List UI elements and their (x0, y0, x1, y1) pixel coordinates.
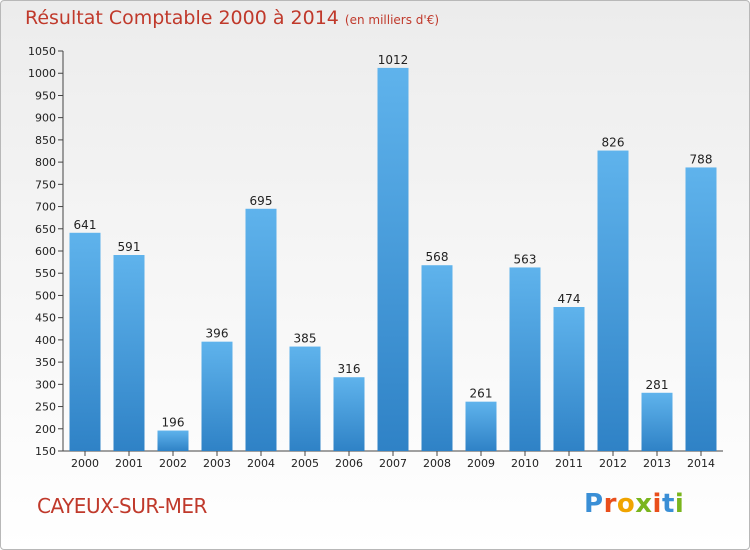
y-tick-label: 900 (35, 112, 56, 125)
logo-letter: r (603, 489, 617, 519)
y-tick-label: 350 (35, 356, 56, 369)
y-tick-label: 450 (35, 312, 56, 325)
logo-letter: o (616, 489, 636, 519)
y-tick-label: 200 (35, 423, 56, 436)
bar (465, 401, 497, 451)
y-tick-label: 1050 (28, 45, 56, 58)
chart-title-text: Résultat Comptable 2000 à 2014 (25, 7, 339, 29)
bar (245, 208, 277, 451)
bar-value-label: 641 (74, 218, 97, 232)
x-tick-label: 2014 (687, 457, 715, 470)
x-tick-label: 2002 (159, 457, 187, 470)
x-tick-label: 2001 (115, 457, 143, 470)
bar-value-label: 826 (602, 136, 625, 150)
y-tick-label: 750 (35, 178, 56, 191)
y-tick-label: 850 (35, 134, 56, 147)
chart-subtitle: (en milliers d'€) (344, 13, 440, 27)
x-tick-label: 2010 (511, 457, 539, 470)
logo-letter: P (584, 489, 604, 519)
chart-labels: 2000 641 2001 591 2002 196 2003 396 2004 695 2005 3… (71, 53, 715, 470)
x-tick-label: 2012 (599, 457, 627, 470)
bar (421, 265, 453, 451)
y-tick-label: 550 (35, 267, 56, 280)
y-tick-label: 950 (35, 89, 56, 102)
bar (289, 346, 321, 451)
y-tick-label: 600 (35, 245, 56, 258)
x-tick-label: 2005 (291, 457, 319, 470)
y-tick-label: 500 (35, 289, 56, 302)
bar (685, 167, 717, 451)
chart-title: Résultat Comptable 2000 à 2014 (en millie… (25, 7, 439, 29)
x-tick-label: 2003 (203, 457, 231, 470)
bar (553, 307, 585, 451)
y-tick-label: 700 (35, 201, 56, 214)
bar (69, 232, 101, 451)
bar (641, 392, 673, 451)
bar-value-label: 568 (426, 250, 449, 264)
y-tick-label: 250 (35, 401, 56, 414)
bar-value-label: 695 (250, 194, 273, 208)
x-tick-label: 2004 (247, 457, 275, 470)
logo-letter: i (674, 489, 685, 519)
bar-value-label: 385 (294, 332, 317, 346)
x-tick-label: 2009 (467, 457, 495, 470)
bar-value-label: 261 (470, 387, 493, 401)
bar-value-label: 396 (206, 327, 229, 341)
y-tick-label: 400 (35, 334, 56, 347)
bar-value-label: 591 (118, 240, 141, 254)
city-name: CAYEUX-SUR-MER (37, 494, 207, 518)
y-tick-label: 650 (35, 223, 56, 236)
x-tick-label: 2006 (335, 457, 363, 470)
bar-value-label: 196 (162, 416, 185, 430)
bar (157, 430, 189, 451)
bar-value-label: 316 (338, 362, 361, 376)
x-tick-label: 2008 (423, 457, 451, 470)
bar (509, 267, 541, 451)
logo-letter: i (652, 489, 662, 519)
y-tick-label: 150 (35, 445, 56, 458)
logo-letter: x (635, 489, 653, 519)
bar (201, 341, 233, 451)
chart-bars (69, 67, 717, 452)
bar-value-label: 563 (514, 252, 537, 266)
x-tick-label: 2011 (555, 457, 583, 470)
bar (597, 150, 629, 452)
bar-value-label: 474 (558, 292, 581, 306)
x-tick-label: 2000 (71, 457, 99, 470)
y-tick-label: 800 (35, 156, 56, 169)
bar (333, 377, 365, 451)
y-tick-label: 1000 (28, 67, 56, 80)
y-tick-label: 300 (35, 378, 56, 391)
x-tick-label: 2013 (643, 457, 671, 470)
bar-value-label: 281 (646, 378, 669, 392)
bar-value-label: 1012 (378, 53, 409, 67)
logo-letter: t (661, 489, 675, 519)
bar (113, 255, 145, 451)
bar-value-label: 788 (690, 152, 713, 166)
bar (377, 67, 409, 451)
proxiti-logo: Proxiti (584, 489, 684, 519)
x-tick-label: 2007 (379, 457, 407, 470)
